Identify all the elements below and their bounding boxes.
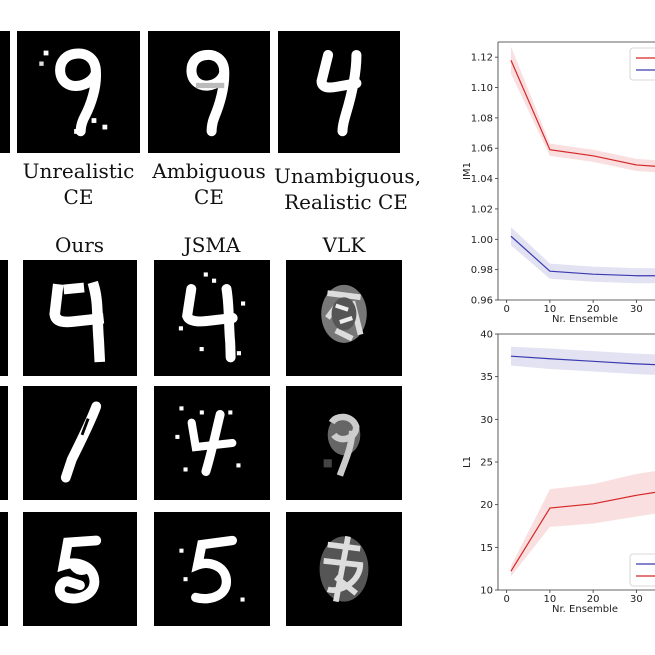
l1-line-chart: 10 15 20 25 30 35 40 0 10 20 30 Nr. Ensemble L1 xyxy=(440,322,655,622)
digit-four-glyph xyxy=(316,49,362,137)
y-tick-label: 20 xyxy=(480,500,493,511)
y-tick-label: 1.02 xyxy=(471,204,493,215)
x-tick-label: 10 xyxy=(544,304,557,315)
y-tick-label: 10 xyxy=(480,586,493,597)
y-tick-label: 1.10 xyxy=(471,83,493,94)
header-vlk: VLK xyxy=(322,233,366,257)
x-axis-label: Nr. Ensemble xyxy=(552,604,618,615)
y-axis-label: IM1 xyxy=(462,162,473,180)
caption-line-1: Unambiguous, xyxy=(274,164,422,188)
cropped-original-image xyxy=(0,260,8,376)
digit-blurred-glyph xyxy=(321,284,367,343)
caption-line-1: Ambiguous xyxy=(152,159,266,183)
ambiguous-ce-image xyxy=(148,31,270,153)
digit-blurred-glyph xyxy=(319,535,369,603)
im1-chart-svg: 0.96 0.98 1.00 1.02 1.04 1.06 1.08 1.10 1.12 0 10 2… xyxy=(462,41,655,325)
y-tick-label: 1.04 xyxy=(471,174,493,185)
x-axis-label: Nr. Ensemble xyxy=(552,314,618,325)
legend-box xyxy=(629,553,655,587)
unrealistic-ce-image xyxy=(17,31,140,153)
series-line xyxy=(510,59,655,167)
vlk-ce-image-row3 xyxy=(286,512,402,626)
y-tick-label: 1.08 xyxy=(471,113,493,124)
series-line xyxy=(510,235,655,277)
cropped-original-image xyxy=(0,386,8,500)
header-ours: Ours xyxy=(54,233,105,257)
vlk-ce-image-row1 xyxy=(286,260,402,376)
cropped-original-image xyxy=(0,512,8,626)
x-tick-label: 20 xyxy=(587,304,600,315)
series-line xyxy=(510,355,655,366)
x-tick-label: 30 xyxy=(630,594,643,605)
y-tick-label: 1.12 xyxy=(471,53,493,64)
x-tick-label: 30 xyxy=(630,304,643,315)
y-tick-label: 0.98 xyxy=(471,265,493,276)
series-confidence-band xyxy=(510,46,655,173)
legend-box xyxy=(629,47,655,81)
caption-ambiguous-ce: Ambiguous CE xyxy=(148,158,270,210)
x-tick-label: 0 xyxy=(503,304,509,315)
y-tick-label: 35 xyxy=(480,372,493,383)
caption-line-2: Realistic CE xyxy=(284,190,408,214)
caption-unambiguous-realistic-ce: Unambiguous, Realistic CE xyxy=(274,163,422,215)
series-confidence-band xyxy=(510,471,655,577)
digit-four-noisy-glyph xyxy=(178,272,246,363)
x-tick-label: 0 xyxy=(503,594,509,605)
y-tick-label: 1.00 xyxy=(471,235,493,246)
ours-ce-image-row3 xyxy=(23,512,137,626)
digit-one-glyph xyxy=(60,401,102,483)
x-tick-label: 20 xyxy=(587,594,600,605)
digit-four-crossed-glyph xyxy=(175,406,241,476)
caption-line-1: Unrealistic xyxy=(22,159,135,183)
digit-ambiguous-glyph xyxy=(186,49,230,137)
y-tick-label: 15 xyxy=(480,543,493,554)
jsma-ce-image-row1 xyxy=(154,260,270,376)
unambiguous-realistic-ce-image xyxy=(278,31,400,153)
caption-line-2: CE xyxy=(194,185,224,209)
digit-four-blocky-glyph xyxy=(49,280,106,363)
ours-ce-image-row2 xyxy=(23,386,137,500)
y-tick-label: 40 xyxy=(480,330,493,341)
y-tick-label: 25 xyxy=(480,458,493,469)
caption-line-2: CE xyxy=(63,185,94,209)
y-tick-label: 0.96 xyxy=(471,296,493,307)
ours-ce-image-row1 xyxy=(23,260,137,376)
x-tick-label: 10 xyxy=(544,594,557,605)
y-tick-label: 1.06 xyxy=(471,144,493,155)
im1-line-chart: 0.96 0.98 1.00 1.02 1.04 1.06 1.08 1.10 1.12 0 10 2… xyxy=(440,30,655,330)
y-axis-label: L1 xyxy=(462,456,473,468)
jsma-ce-image-row3 xyxy=(154,512,270,626)
caption-unrealistic-ce: Unrealistic CE xyxy=(17,158,140,210)
jsma-ce-image-row2 xyxy=(154,386,270,500)
digit-blurred-glyph xyxy=(323,413,361,477)
l1-chart-svg: 10 15 20 25 30 35 40 0 10 20 30 Nr. Ensemble L1 xyxy=(462,330,655,615)
vlk-ce-image-row2 xyxy=(286,386,402,500)
digit-five-glyph xyxy=(179,535,245,604)
cropped-digit-image xyxy=(0,31,10,153)
series-line xyxy=(510,491,655,572)
digit-nine-glyph xyxy=(39,48,108,137)
y-tick-label: 30 xyxy=(480,415,493,426)
digit-five-eight-glyph xyxy=(54,535,102,604)
header-jsma: JSMA xyxy=(183,233,241,257)
